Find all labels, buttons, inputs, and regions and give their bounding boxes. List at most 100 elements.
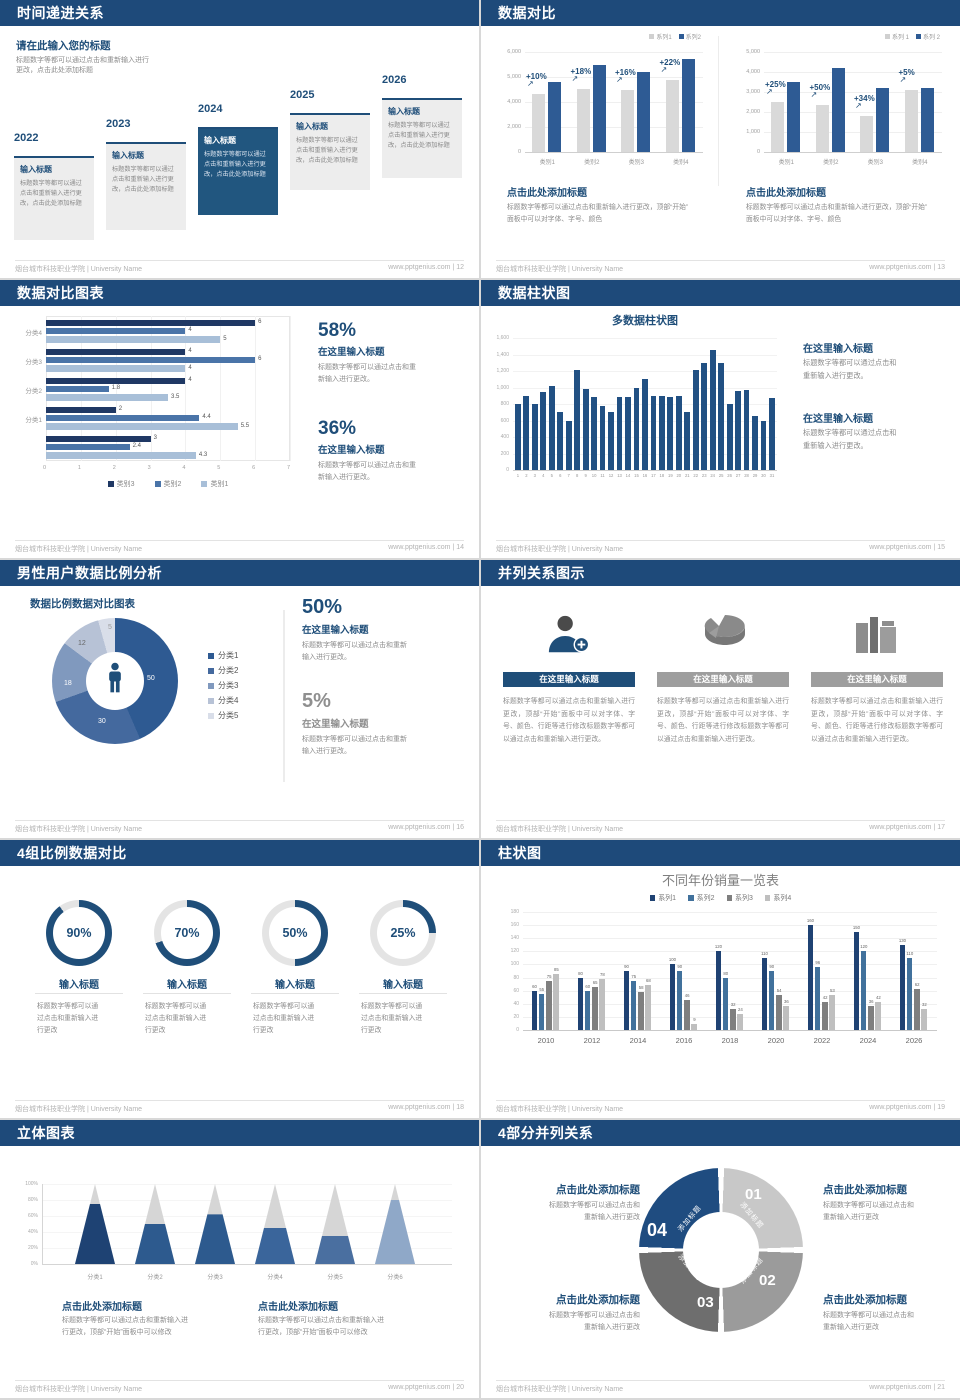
slide-16-donut-analysis[interactable]: 男性用户数据比例分析 数据比例数据对比图表 50 30 18 12 5 分类1 分类2 分类3 分… — [0, 560, 479, 838]
segment-number: 02 — [759, 1272, 776, 1289]
x-tick-label: 23 — [701, 473, 707, 478]
column-body: 标题数字等都可以通过点击和重新输入进行更改，顶部“开始”面板中可以对字体、字号、… — [811, 698, 943, 743]
h-bar — [46, 356, 256, 364]
column-bar — [769, 398, 775, 470]
grouped-bar — [807, 925, 813, 1030]
footer-school: 烟台城市科技职业学院 | University Name — [15, 546, 143, 553]
slide-21-ring-diagram[interactable]: 4部分并列关系 01 02 03 04 添加标题 添加标题 添加标题 添加标题 点击此处添加标题… — [481, 1120, 960, 1398]
h-bar-value: 6 — [258, 356, 262, 363]
y-gridline — [523, 990, 937, 992]
legend-item: 分类5 — [208, 710, 238, 721]
legend-swatch — [208, 667, 214, 674]
grouped-bar — [638, 991, 644, 1030]
grouped-bar — [592, 987, 598, 1030]
gauge-ring: 50% — [262, 900, 328, 966]
x-category-label: 分类5 — [327, 1275, 343, 1281]
text-block-title: 在这里输入标题 — [803, 414, 873, 425]
footer-site-page: www.pptgenius.com | 16 — [388, 824, 464, 831]
slide-20-cone-chart[interactable]: 立体图表 100% 80% 60% 40% 20% 0% 分类1 分类2 分类3 分类4 分类5 分类… — [0, 1120, 479, 1398]
y-gridline — [523, 938, 937, 940]
y-gridline — [513, 354, 777, 356]
gauge-ring: 90% — [46, 900, 112, 966]
y-tick-label: 0 — [517, 149, 521, 155]
legend-item: 系列3 — [726, 893, 753, 903]
timeline-box: 输入标题 标题数字等都可以通过点击和重新输入进行更改，点击此处添加标题 — [14, 156, 94, 240]
x-tick-label: 14 — [625, 473, 631, 478]
slide-19-content: 不同年份销量一览表 系列1 系列2 系列3 系列4 180 160 140 120 100 80 60… — [481, 866, 960, 1100]
grouped-bar — [584, 990, 591, 1030]
x-category-label: 类别2 — [823, 160, 839, 166]
legend-label: 系列4 — [773, 895, 792, 902]
chart-legend: 系列1 系列2 系列3 系列4 — [481, 893, 960, 903]
arrow-up-right-icon: ↗ — [571, 73, 579, 83]
footer-school: 烟台城市科技职业学院 | University Name — [15, 826, 143, 833]
slide-17-parallel-columns[interactable]: 并列关系图示 在这里输入标题标题数字等都可以通过点击和重新输入进行更改，顶部“开… — [481, 560, 960, 838]
chart-legend: 系列 1 系列 2 — [884, 32, 940, 41]
arrow-up-right-icon: ↗ — [527, 78, 534, 88]
bar-series2 — [787, 82, 801, 152]
slide-13-data-compare[interactable]: 数据对比 系列1 系列2 6,000 5,000 4,000 2,000 0 +10% ↗ 类别1… — [481, 0, 960, 278]
slice-label: 5 — [108, 624, 112, 631]
timeline-box-title: 输入标题 — [296, 122, 328, 131]
cone-bar — [375, 1184, 415, 1264]
x-tick-label: 24 — [710, 473, 716, 478]
corner-block-body: 标题数字等都可以通过点击和 — [823, 1312, 914, 1319]
slide-header-bar: 并列关系图示 — [481, 560, 960, 586]
bar-value-label: 62 — [914, 982, 920, 988]
grouped-bar — [768, 971, 775, 1030]
y-tick-label: 600 — [500, 417, 509, 424]
slide-18-gauges[interactable]: 4组比例数据对比 90% 输入标题 标题数字等都可以通 过点击和重新输入进 行更改 70%… — [0, 840, 479, 1118]
y-tick-label: 2,000 — [507, 124, 521, 130]
y-gridline — [42, 1216, 452, 1217]
bar-series1 — [665, 80, 679, 152]
slide-12-timeline[interactable]: 时间递进关系 请在此输入您的标题 标题数字等都可以通过点击和重新输入进行 更改，点击… — [0, 0, 479, 278]
stat-body: 新输入进行更改。 — [318, 474, 374, 481]
column-bar — [743, 389, 750, 470]
footer-school: 烟台城市科技职业学院 | University Name — [496, 266, 624, 273]
column-body: 标题数字等都可以通过点击和重新输入进行更改，顶部“开始”面板中可以对字体、字号、… — [503, 698, 635, 743]
bar-annotation: +34% ↗ — [854, 94, 899, 110]
legend-swatch — [764, 895, 771, 901]
bar-annotation: +25% ↗ — [765, 80, 810, 96]
x-tick-label: 2 — [112, 465, 116, 471]
arrow-up-right-icon: ↗ — [660, 65, 668, 75]
footer-site-page: www.pptgenius.com | 17 — [869, 824, 945, 831]
x-tick-label: 25 — [718, 473, 724, 478]
h-bar-value: 2.4 — [132, 443, 141, 450]
slide-15-column-chart[interactable]: 数据柱状图 多数据柱状图 1,600 1,400 1,200 1,000 800 600 40… — [481, 280, 960, 558]
column-bar — [591, 396, 598, 470]
y-tick-label: 20 — [513, 1013, 519, 1020]
slide-footer: 烟台城市科技职业学院 | University Name www.pptgeniu… — [15, 260, 464, 274]
gauge-title: 输入标题 — [167, 980, 207, 991]
timeline-box-body: 标题数字等都可以通过点击和重新输入进行更改，点击此处添加标题 — [112, 166, 174, 193]
legend-swatch — [915, 34, 921, 39]
legend-swatch — [688, 895, 694, 901]
footer-site-page: www.pptgenius.com | 14 — [388, 544, 464, 551]
x-gridline — [150, 316, 152, 461]
grouped-bar — [822, 1002, 828, 1030]
column-title-bar: 在这里输入标题 — [811, 672, 943, 687]
x-tick-label: 18 — [659, 473, 665, 478]
y-tick-label: 100 — [510, 961, 519, 968]
gauge-body: 过点击和重新输入进 — [145, 1015, 207, 1022]
corner-block-body: 重新输入进行更改 — [823, 1324, 879, 1331]
stat-title: 在这里输入标题 — [318, 445, 385, 456]
gauge-hole: 70% — [161, 907, 213, 959]
legend-swatch — [649, 895, 656, 901]
legend-swatch — [208, 712, 214, 719]
slide-14-hbar-chart[interactable]: 数据对比图表 0 1 2 3 4 5 6 7 分类4 6 4 5 分类3 4 6 4 分类2 4 1.8 3.5 分类1… — [0, 280, 479, 558]
gauge-divider — [35, 993, 123, 994]
slide-19-grouped-bars[interactable]: 柱状图 不同年份销量一览表 系列1 系列2 系列3 系列4 180 160 140 120 100… — [481, 840, 960, 1118]
text-block-body: 重新输入进行更改。 — [803, 441, 868, 450]
bar-value-label: 90 — [769, 964, 775, 969]
footer-school: 烟台城市科技职业学院 | University Name — [15, 1106, 143, 1113]
timeline-box-body: 标题数字等都可以通过点击和重新输入进行更改，点击此处添加标题 — [296, 137, 358, 164]
column-bar — [709, 350, 716, 470]
y-tick-label: 20% — [27, 1245, 38, 1251]
grouped-bar — [860, 951, 867, 1030]
timeline-box-body: 标题数字等都可以通过点击和重新输入进行更改，点击此处添加标题 — [388, 122, 450, 149]
y-gridline — [525, 127, 703, 128]
chart-title: 多数据柱状图 — [612, 315, 678, 327]
x-tick-label: 5 — [217, 465, 221, 471]
